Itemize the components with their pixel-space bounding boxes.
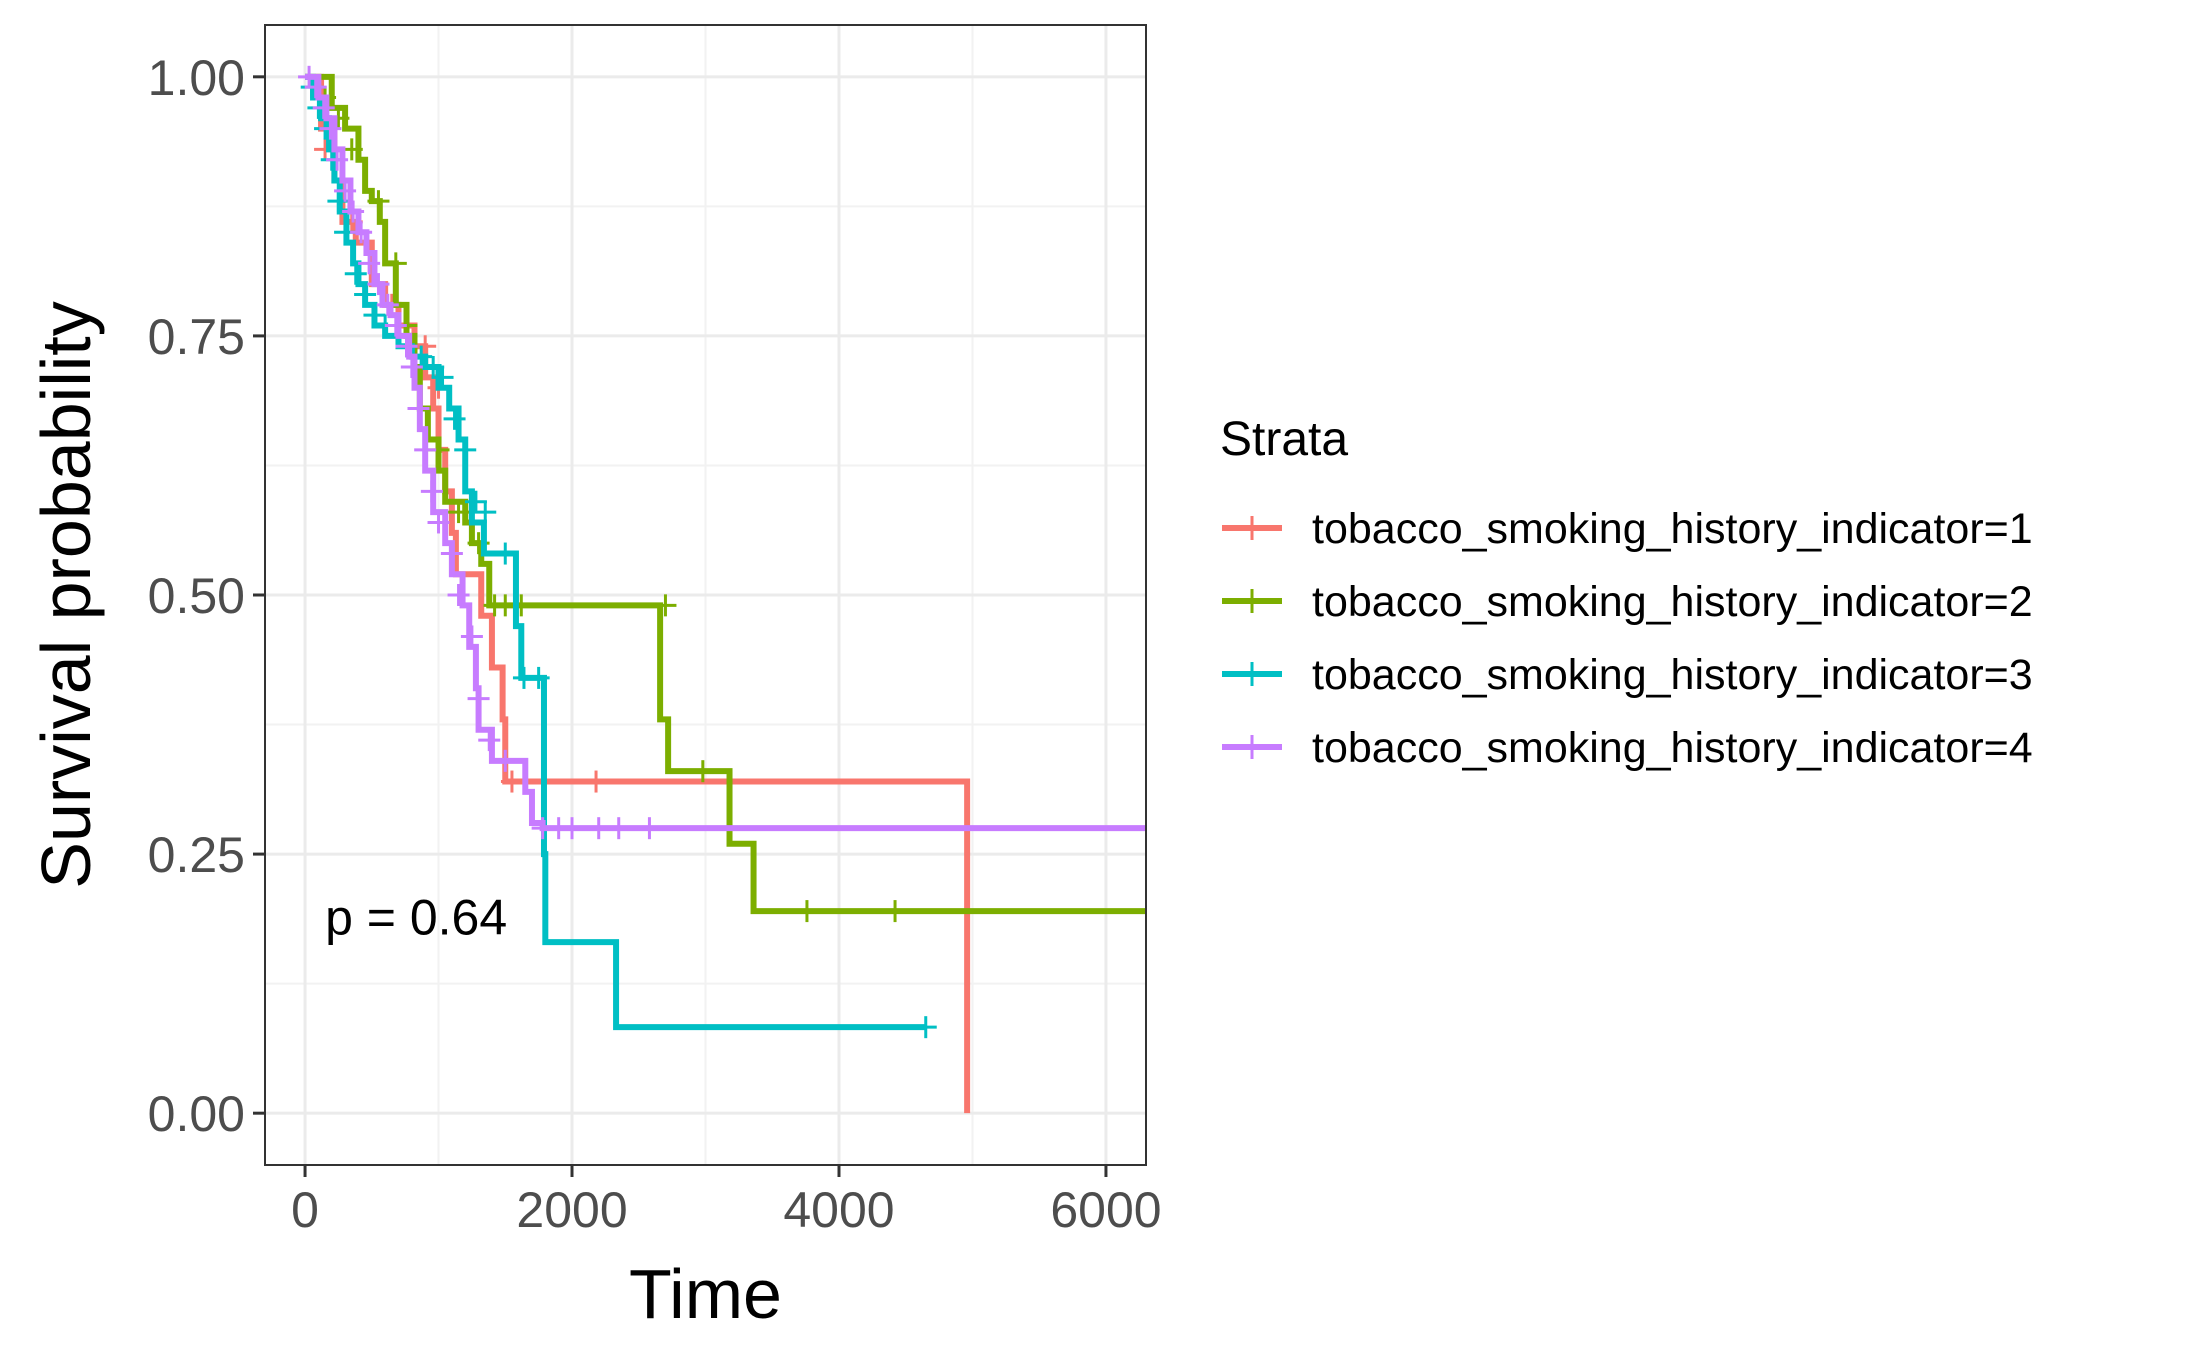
legend-item-1: tobacco_smoking_history_indicator=1	[1222, 505, 2033, 553]
censor-mark	[326, 148, 349, 171]
censor-mark	[474, 501, 497, 524]
legend-item-2: tobacco_smoking_history_indicator=2	[1222, 578, 2033, 626]
censor-mark	[454, 438, 477, 461]
censor-mark	[464, 490, 487, 513]
x-tick-label: 6000	[1050, 1182, 1161, 1238]
censor-mark	[384, 252, 407, 275]
censor-mark	[691, 760, 714, 783]
censor-mark	[422, 356, 445, 378]
legend-item-4: tobacco_smoking_history_indicator=4	[1222, 724, 2033, 772]
survival-curves	[298, 65, 1146, 1114]
censor-mark	[884, 900, 907, 923]
censor-mark	[427, 511, 450, 534]
censor-mark	[447, 584, 470, 606]
censor-mark	[354, 283, 377, 306]
censor-mark	[795, 900, 818, 923]
censor-mark	[342, 200, 365, 223]
y-tick-label: 0.25	[148, 827, 245, 883]
censor-mark	[467, 687, 490, 710]
censor-mark	[407, 397, 430, 420]
x-tick-label: 0	[291, 1182, 319, 1238]
survival-curve-3	[305, 73, 926, 1031]
censor-mark	[460, 625, 483, 648]
x-axis-title: Time	[629, 1255, 782, 1333]
censor-mark	[312, 96, 335, 119]
censor-mark	[607, 817, 630, 840]
censor-mark	[367, 273, 390, 296]
censor-mark	[561, 817, 584, 840]
censor-mark	[443, 407, 466, 430]
censor-mark	[478, 729, 501, 752]
censor-mark	[585, 770, 608, 793]
censor-mark	[350, 221, 373, 244]
censor-mark	[384, 314, 407, 337]
censor-mark	[587, 817, 610, 840]
legend-label: tobacco_smoking_history_indicator=4	[1312, 724, 2033, 772]
x-axis-ticks: 0 2000 4000 6000	[291, 1165, 1162, 1238]
censor-mark	[304, 76, 327, 99]
censor-mark	[334, 179, 357, 202]
censor-mark	[638, 817, 661, 840]
y-tick-label: 0.00	[148, 1086, 245, 1142]
legend-item-3: tobacco_smoking_history_indicator=3	[1222, 651, 2033, 699]
censor-mark	[367, 190, 390, 213]
censor-mark	[654, 594, 677, 617]
censor-mark	[414, 335, 437, 358]
censor-mark	[376, 293, 399, 316]
legend: Strata tobacco_smoking_history_indicator…	[1220, 413, 2033, 772]
legend-label: tobacco_smoking_history_indicator=1	[1312, 505, 2033, 553]
censor-mark	[500, 770, 523, 793]
censor-mark	[494, 542, 517, 565]
censor-mark	[344, 262, 367, 285]
y-tick-label: 1.00	[148, 50, 245, 106]
censor-mark	[395, 335, 418, 358]
p-value-annotation: p = 0.64	[325, 889, 507, 945]
censor-mark	[358, 252, 381, 275]
legend-title: Strata	[1220, 413, 1348, 466]
censor-mark	[494, 749, 517, 772]
x-tick-label: 4000	[783, 1182, 894, 1238]
censor-mark	[363, 304, 386, 327]
censor-mark	[914, 1016, 937, 1039]
grid-major	[265, 25, 1146, 1165]
censor-mark	[414, 438, 437, 461]
y-tick-label: 0.50	[148, 568, 245, 624]
censor-mark	[431, 366, 454, 389]
y-tick-label: 0.75	[148, 309, 245, 365]
censor-mark	[447, 501, 470, 524]
censor-mark	[420, 480, 443, 503]
y-axis-ticks: 0.00 0.25 0.50 0.75 1.00	[148, 50, 265, 1142]
censor-mark	[400, 356, 423, 378]
x-tick-label: 2000	[516, 1182, 627, 1238]
survival-curve-4	[305, 73, 1146, 832]
legend-label: tobacco_smoking_history_indicator=2	[1312, 578, 2033, 626]
legend-label: tobacco_smoking_history_indicator=3	[1312, 651, 2033, 699]
censor-mark	[319, 117, 342, 140]
y-axis-title: Survival probability	[27, 301, 105, 888]
censor-mark	[527, 666, 550, 689]
censor-mark	[440, 542, 463, 565]
